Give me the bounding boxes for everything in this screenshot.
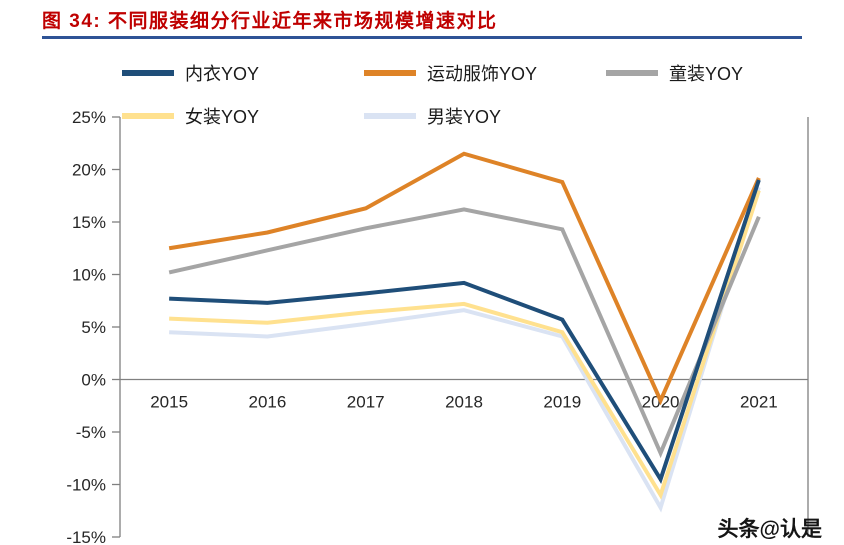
legend-item-3: 女装YOY — [122, 103, 364, 129]
legend-label: 男装YOY — [427, 107, 502, 127]
x-tick-label: 2015 — [150, 393, 188, 412]
x-tick-label: 2019 — [543, 393, 581, 412]
y-tick-label: 0% — [81, 371, 106, 390]
series-line-2 — [168, 207, 761, 459]
series-line-4 — [169, 186, 761, 513]
y-tick-label: -15% — [66, 528, 106, 545]
series-line-3 — [169, 189, 761, 500]
legend-label: 内衣YOY — [185, 64, 260, 84]
figure-title: 图 34: 不同服装细分行业近年来市场规模增速对比 — [42, 11, 498, 32]
y-tick-label: 20% — [72, 161, 106, 180]
y-tick-label: 25% — [72, 108, 106, 127]
x-tick-label: 2017 — [347, 393, 385, 412]
legend-label: 运动服饰YOY — [427, 64, 538, 84]
legend-label: 女装YOY — [185, 107, 260, 127]
legend-item-4: 男装YOY — [364, 103, 606, 129]
y-tick-label: 15% — [72, 213, 106, 232]
series-line-1 — [168, 151, 761, 406]
legend-marker-icon — [364, 113, 416, 119]
watermark: 头条@认是 — [717, 518, 822, 541]
y-tick-label: -5% — [76, 423, 106, 442]
legend-item-0: 内衣YOY — [122, 60, 364, 86]
legend-marker-icon — [122, 113, 174, 119]
legend-label: 童装YOY — [669, 64, 744, 84]
x-tick-label: 2021 — [740, 393, 778, 412]
legend-marker-icon — [364, 70, 416, 76]
title-underline — [42, 36, 802, 39]
y-tick-label: 5% — [81, 318, 106, 337]
legend-marker-icon — [122, 70, 174, 76]
legend-marker-icon — [606, 70, 658, 76]
chart-legend: 内衣YOY 运动服饰YOY 童装YOY 女装YOY 男装YOY — [122, 60, 743, 129]
legend-item-2: 童装YOY — [606, 60, 743, 86]
legend-item-1: 运动服饰YOY — [364, 60, 606, 86]
x-tick-label: 2016 — [249, 393, 287, 412]
y-tick-label: -10% — [66, 476, 106, 495]
series-line-0 — [169, 179, 761, 484]
y-tick-label: 10% — [72, 266, 106, 285]
x-tick-label: 2018 — [445, 393, 483, 412]
